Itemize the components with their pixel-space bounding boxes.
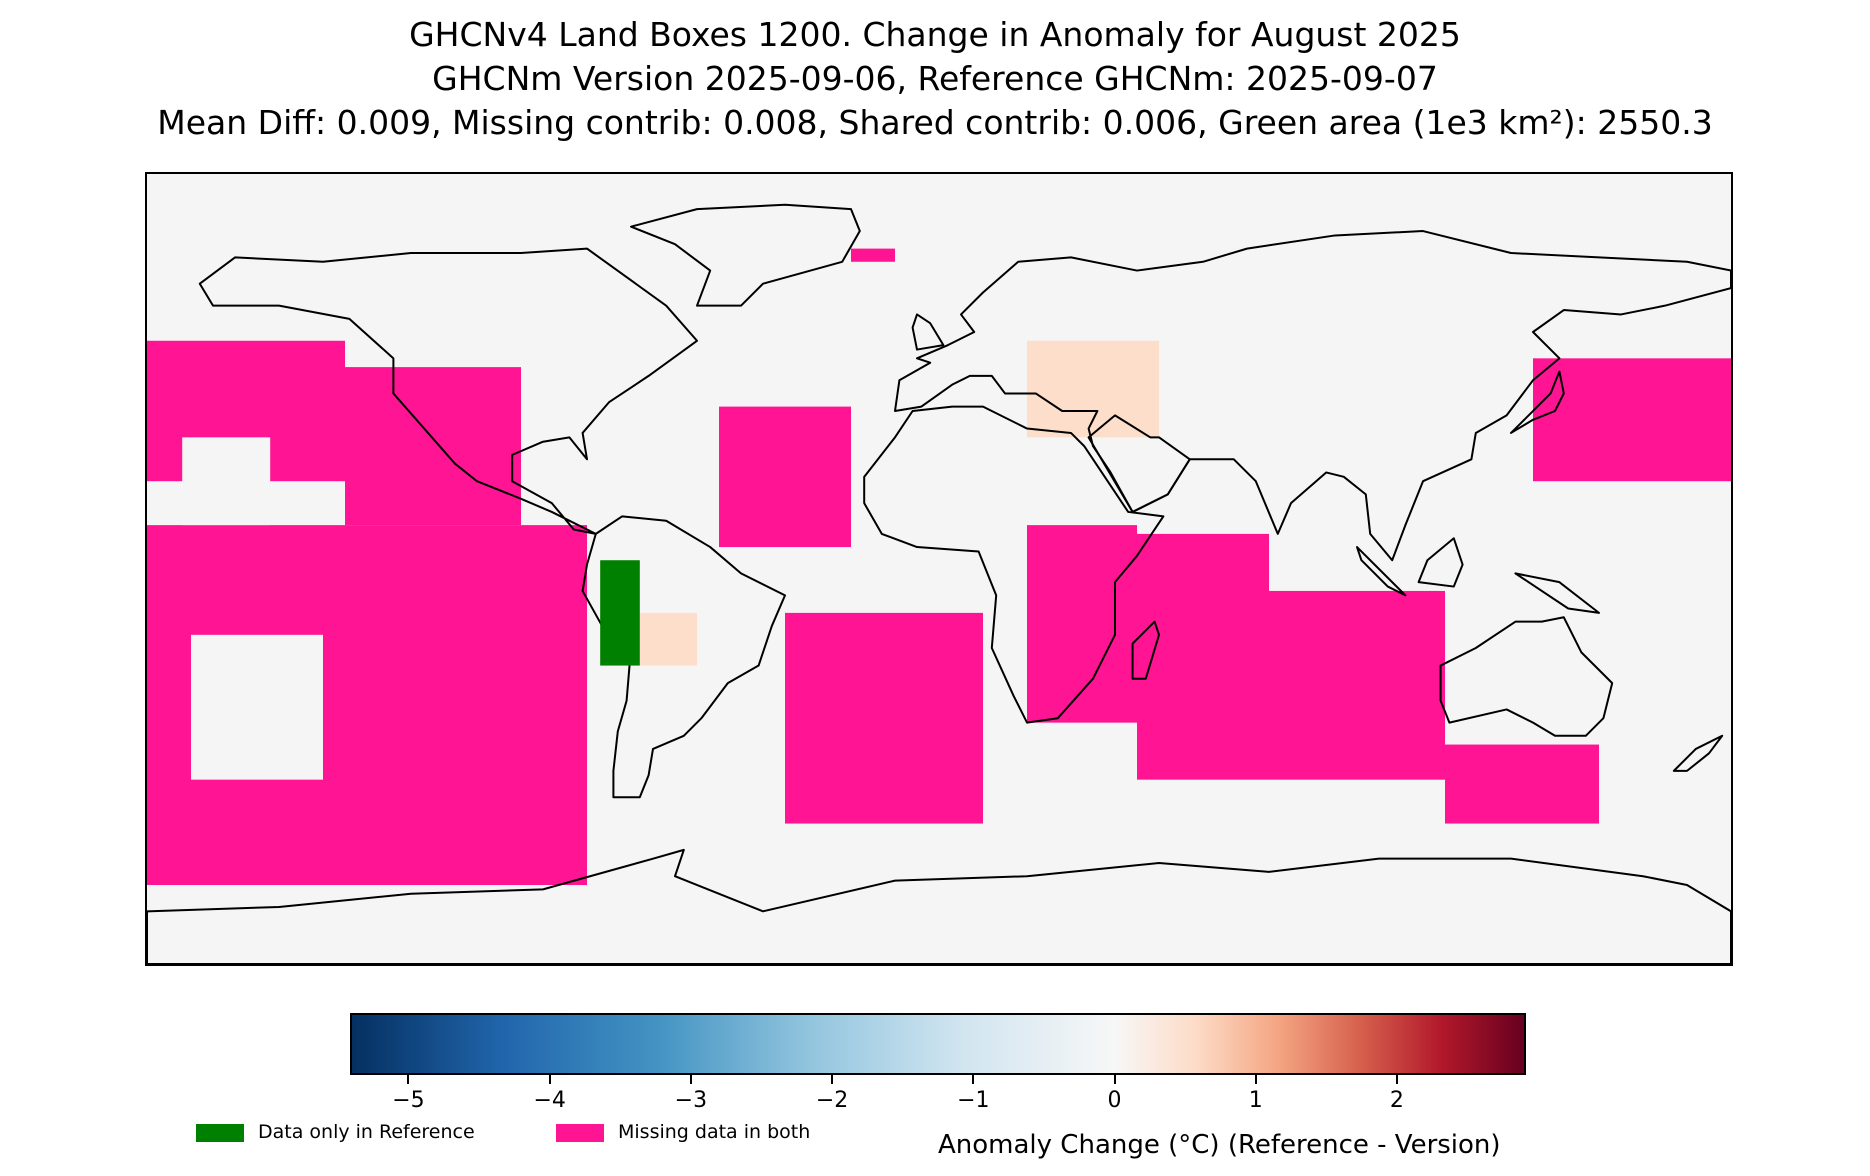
missing-region-indian-ocean-west bbox=[1137, 533, 1269, 780]
coastline-uk bbox=[911, 313, 945, 351]
colorbar-tick-label: 2 bbox=[1389, 1088, 1404, 1113]
colorbar-label: Anomaly Change (°C) (Reference - Version… bbox=[938, 1130, 1501, 1160]
pacific-hole-hawaii bbox=[182, 437, 271, 526]
colorbar-tick-label: −1 bbox=[957, 1088, 990, 1113]
coastline-sumatra bbox=[1356, 546, 1407, 597]
colorbar-tick-mark bbox=[407, 1075, 410, 1084]
world-map bbox=[145, 172, 1733, 966]
coastline-japan bbox=[1510, 370, 1565, 434]
missing-region-north-atlantic bbox=[719, 406, 851, 548]
missing-region-indian-ocean-east bbox=[1269, 590, 1445, 780]
land-layer bbox=[147, 203, 1731, 964]
colorbar-tick-label: −4 bbox=[533, 1088, 566, 1113]
colorbar-tick-label: 0 bbox=[1107, 1088, 1122, 1113]
coastline-indonesia-borneo bbox=[1417, 537, 1464, 588]
coastline-new-zealand bbox=[1672, 734, 1724, 772]
missing-region-west-pacific bbox=[1533, 358, 1731, 482]
colorbar-tick-label: 1 bbox=[1248, 1088, 1263, 1113]
reference-only-peru-coast bbox=[600, 560, 640, 666]
missing-region-southern-indian bbox=[1445, 744, 1599, 824]
colorbar-tick-mark bbox=[548, 1075, 551, 1084]
coastline-north-america bbox=[198, 247, 698, 535]
legend-label-missing: Missing data in both bbox=[618, 1121, 811, 1143]
colorbar-tick-label: −3 bbox=[674, 1088, 708, 1113]
warm-anomaly-bolivia bbox=[639, 612, 697, 666]
missing-region-arctic-strip bbox=[851, 248, 895, 262]
coastline-australia bbox=[1439, 616, 1614, 737]
world-map-canvas bbox=[147, 203, 1731, 964]
colorbar bbox=[350, 1013, 1526, 1075]
legend-label-reference-only: Data only in Reference bbox=[258, 1121, 475, 1143]
colorbar-tick-mark bbox=[689, 1075, 692, 1084]
title-line-2: GHCNm Version 2025-09-06, Reference GHCN… bbox=[432, 59, 1438, 98]
colorbar-tick-mark bbox=[1254, 1075, 1257, 1084]
coastline-antarctica bbox=[147, 848, 1731, 964]
colorbar-tick-mark bbox=[972, 1075, 975, 1084]
title-line-3: Mean Diff: 0.009, Missing contrib: 0.008… bbox=[157, 103, 1713, 142]
coastline-greenland bbox=[630, 203, 861, 307]
coastline-arabia-link bbox=[1087, 414, 1191, 513]
colorbar-tick-mark bbox=[1113, 1075, 1116, 1084]
colorbar-tick-mark bbox=[831, 1075, 834, 1084]
legend-swatch-reference-only bbox=[196, 1124, 244, 1142]
legend-swatch-missing bbox=[556, 1124, 604, 1142]
coastline-eurasia bbox=[894, 230, 1731, 562]
reference-only-layer bbox=[600, 560, 640, 666]
coastline-new-guinea bbox=[1514, 572, 1600, 614]
colorbar-tick-label: −5 bbox=[392, 1088, 425, 1113]
coastline-madagascar bbox=[1131, 620, 1160, 680]
missing-region-south-atlantic bbox=[785, 612, 983, 824]
colorbar-tick-mark bbox=[1395, 1075, 1398, 1084]
colorbar-tick-label: −2 bbox=[815, 1088, 849, 1113]
missing-region-north-pacific-central bbox=[345, 367, 521, 526]
title-line-1: GHCNv4 Land Boxes 1200. Change in Anomal… bbox=[409, 15, 1461, 54]
missing-data-layer bbox=[147, 248, 1731, 885]
pacific-hole-south-pacific-hole bbox=[191, 634, 323, 780]
coastline-africa-eurasia bbox=[863, 405, 1165, 724]
